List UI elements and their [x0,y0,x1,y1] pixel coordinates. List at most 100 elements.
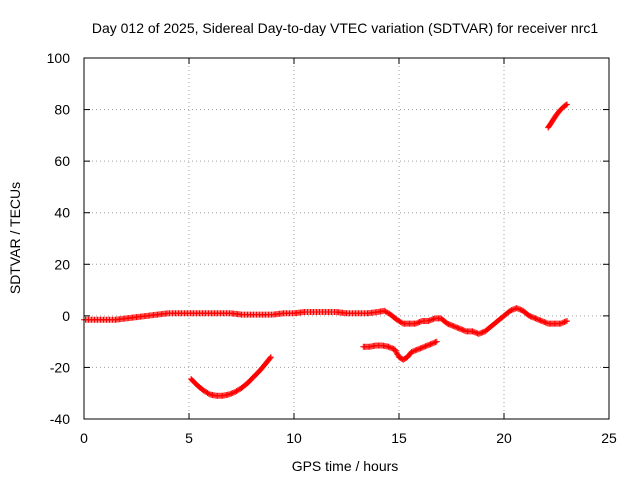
data-point [456,325,463,332]
data-point [562,318,569,325]
x-tick-label: 0 [80,430,88,446]
data-point [558,320,565,327]
data-point [230,389,237,396]
y-axis-label: SDTVAR / TECUs [7,182,23,294]
data-point [427,341,434,348]
data-point [528,313,535,320]
data-point [398,319,405,326]
data-point [526,312,533,319]
plot-frame [83,57,610,420]
data-point [427,316,434,323]
data-point [386,344,393,351]
data-point [473,329,480,336]
data-point [444,320,451,327]
data-point [461,327,468,334]
data-point [267,354,274,361]
data-point [470,328,477,335]
data-point [432,339,439,346]
data-point [562,102,569,109]
data-point [529,314,536,321]
data-point [469,328,476,335]
data-point [450,323,457,330]
data-point [414,320,421,327]
y-tick-label: -20 [50,359,70,375]
data-point [449,322,456,329]
data-point [445,321,452,328]
y-tick-label: 60 [54,153,70,169]
data-point [388,344,395,351]
data-point [513,305,520,312]
data-point [561,319,568,326]
data-point [426,317,433,324]
y-tick-label: 100 [47,50,71,66]
data-point [460,327,467,334]
data-point [418,344,425,351]
data-point [557,320,564,327]
data-point [422,343,429,350]
series-main [81,305,570,337]
data-point [430,340,437,347]
series-high [545,101,570,131]
data-point [446,321,453,328]
data-point [507,307,514,314]
data-point [417,345,424,352]
data-point [416,319,423,326]
data-point [454,324,461,331]
data-point [448,322,455,329]
data-point [542,319,549,326]
data-point [541,319,548,326]
data-point [411,347,418,354]
data-point [516,306,523,313]
data-point [414,346,421,353]
data-point [392,347,399,354]
data-point [229,389,236,396]
data-point [429,316,436,323]
data-point [560,319,567,326]
y-tick-label: 40 [54,205,70,221]
series-arc [188,354,274,399]
data-point [385,343,392,350]
data-point [426,341,433,348]
data-point [421,343,428,350]
data-point [228,390,235,397]
data-point [424,342,431,349]
data-point [416,345,423,352]
data-point [478,329,485,336]
x-tick-label: 25 [601,430,617,446]
data-point [508,307,515,314]
data-point [393,348,400,355]
data-point [537,317,544,324]
y-tick-label: 0 [62,308,70,324]
data-point [517,306,524,313]
data-point [425,318,432,325]
data-point [455,325,462,332]
grid-lines [84,58,609,419]
data-point [458,326,465,333]
data-point [412,347,419,354]
data-point [205,390,212,397]
y-tick-label: -40 [50,411,70,427]
data-point [532,315,539,322]
data-point [564,318,570,325]
data-point [419,344,426,351]
x-axis-label: GPS time / hours [292,458,399,474]
data-point [431,339,438,346]
data-point [527,313,534,320]
data-point [511,306,518,313]
data-point [475,330,482,337]
x-tick-label: 20 [496,430,512,446]
data-point [536,316,543,323]
data-point [531,314,538,321]
data-point [477,330,484,337]
data-point [540,318,547,325]
data-point [227,390,234,397]
data-point [428,340,435,347]
data-point [408,348,415,355]
data-point [413,346,420,353]
x-tick-label: 10 [286,430,302,446]
data-point [543,320,550,327]
data-point [509,306,516,313]
data-point [533,315,540,322]
